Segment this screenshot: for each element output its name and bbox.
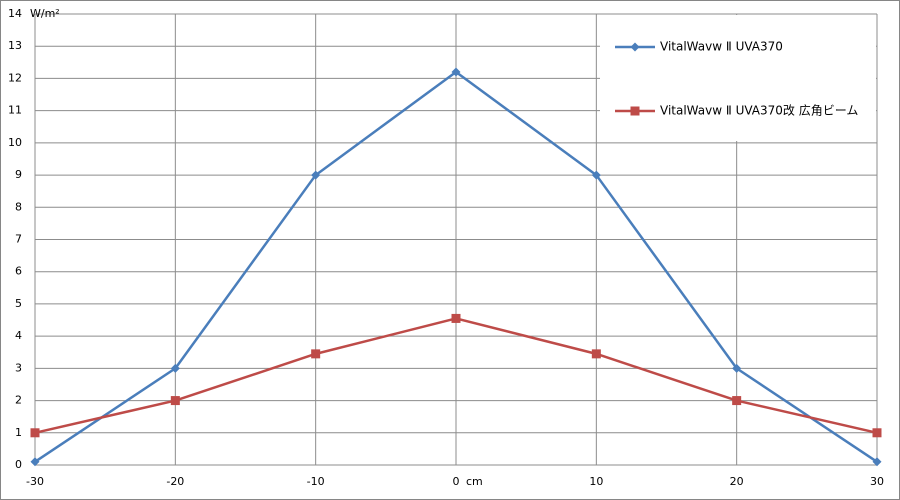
y-tick-label: 10	[8, 136, 22, 149]
x-tick-label: 0	[453, 475, 460, 488]
marker	[30, 457, 40, 467]
y-tick-label: 6	[15, 265, 22, 278]
marker	[732, 363, 742, 373]
x-tick-label: 30	[870, 475, 884, 488]
legend-marker	[630, 42, 640, 52]
y-tick-label: 0	[15, 458, 22, 471]
legend-marker	[630, 106, 640, 116]
y-tick-label: 14	[8, 7, 22, 20]
marker	[872, 457, 882, 467]
marker	[170, 363, 180, 373]
marker	[170, 396, 180, 406]
legend-label: VitalWavw Ⅱ UVA370	[660, 40, 783, 54]
x-tick-label: -20	[166, 475, 184, 488]
y-tick-label: 7	[15, 233, 22, 246]
y-tick-label: 12	[8, 71, 22, 84]
marker	[311, 170, 321, 180]
y-tick-label: 2	[15, 394, 22, 407]
y-tick-label: 1	[15, 426, 22, 439]
y-axis-label: W/m²	[30, 7, 60, 20]
x-tick-label: 20	[730, 475, 744, 488]
marker	[451, 67, 461, 77]
y-tick-label: 9	[15, 168, 22, 181]
x-tick-label: -10	[307, 475, 325, 488]
marker	[591, 349, 601, 359]
x-tick-label: 10	[589, 475, 603, 488]
y-tick-label: 5	[15, 297, 22, 310]
marker	[591, 170, 601, 180]
marker	[451, 313, 461, 323]
y-tick-label: 4	[15, 329, 22, 342]
y-tick-label: 3	[15, 361, 22, 374]
marker	[872, 428, 882, 438]
marker	[311, 349, 321, 359]
y-tick-label: 13	[8, 39, 22, 52]
legend-label: VitalWavw Ⅱ UVA370改 広角ビーム	[660, 104, 858, 118]
legend-box	[600, 15, 876, 141]
x-axis-label: cm	[466, 475, 483, 488]
y-tick-label: 8	[15, 200, 22, 213]
marker	[732, 396, 742, 406]
x-tick-label: -30	[26, 475, 44, 488]
marker	[30, 428, 40, 438]
y-tick-label: 11	[8, 104, 22, 117]
